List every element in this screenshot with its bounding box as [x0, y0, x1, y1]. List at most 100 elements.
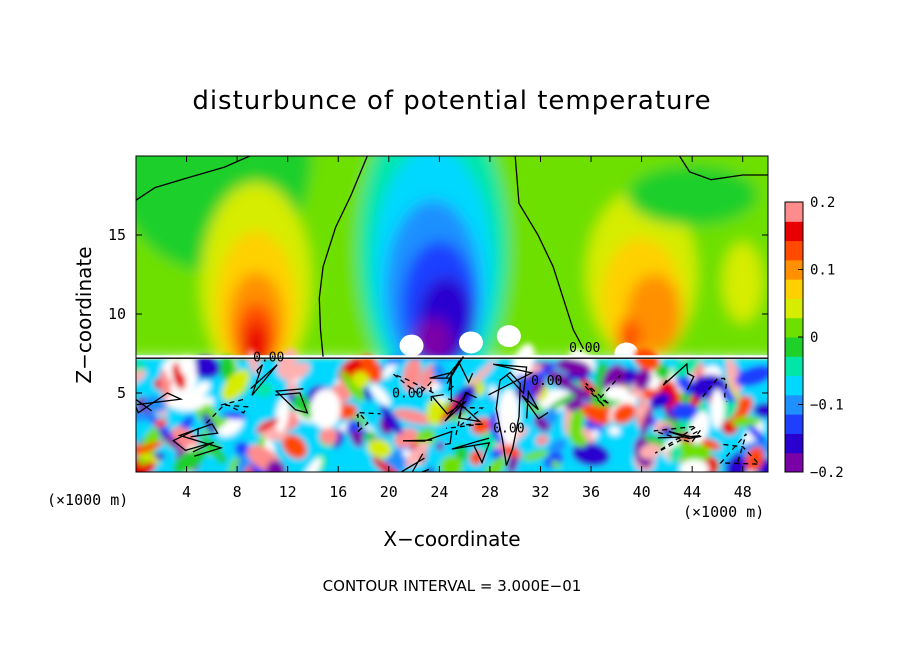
colorbar-swatch: [785, 259, 803, 280]
turbulence-blob: [405, 440, 429, 468]
colorbar-swatch: [785, 202, 803, 222]
turbulence-blob: [556, 358, 592, 375]
turbulence-blob: [303, 457, 322, 472]
turbulence-blob: [563, 381, 593, 401]
turbulence-blob: [402, 358, 422, 392]
turbulence-blob: [550, 460, 562, 469]
white-region: [310, 388, 341, 429]
x-tick-label: 40: [633, 483, 651, 501]
contour-zero-upper-left: [136, 156, 251, 201]
x-unit-label-left: (×1000 m): [47, 491, 129, 509]
contour-turbulent: [431, 391, 469, 422]
turbulence-blob: [548, 439, 566, 455]
contour-turbulent: [402, 430, 453, 446]
turbulence-blob: [393, 408, 432, 425]
turbulence-blob: [523, 363, 556, 388]
turbulence-blob: [136, 451, 161, 464]
contour-zero-right-dome: [514, 156, 585, 350]
inversion-strip: [136, 355, 768, 360]
turbulence-blob: [570, 432, 588, 448]
turbulence-blob: [524, 401, 544, 414]
colorbar-swatch: [785, 356, 803, 377]
turbulence-blob: [591, 429, 599, 438]
contour-turbulent: [177, 423, 224, 457]
x-tick-label: 4: [182, 483, 191, 501]
x-tick-label: 44: [683, 483, 701, 501]
turbulence-blob: [490, 447, 503, 460]
turbulence-blob: [571, 442, 610, 467]
upper-layer: [136, 156, 768, 401]
y-tick-label: 10: [108, 305, 126, 323]
turbulence-blob: [221, 369, 250, 402]
turbulence-blob: [287, 391, 295, 404]
turbulence-blob: [319, 427, 338, 446]
white-region: [166, 390, 207, 411]
contour-turbulent: [451, 437, 491, 465]
turbulence-blob: [612, 403, 636, 424]
turbulence-blob: [468, 360, 496, 388]
contour-turbulent: [205, 398, 249, 424]
colorbar-swatch: [785, 375, 803, 396]
turbulence-blob: [219, 355, 236, 383]
chart-title: disturbunce of potential temperature: [192, 86, 712, 116]
contour-label: 0.00: [253, 350, 284, 365]
turbulence-blob: [136, 441, 164, 456]
turbulence-blob: [479, 431, 497, 452]
contour-turbulent: [521, 389, 549, 420]
turbulence-blob: [725, 450, 750, 472]
turbulence-blob: [351, 371, 370, 389]
contour-interval-note: CONTOUR INTERVAL = 3.000E−01: [322, 577, 582, 595]
x-axis-label: X−coordinate: [383, 527, 521, 551]
colorbar: 0.2 0.1 0 −0.1 −0.2: [784, 195, 844, 481]
turbulence-blob: [179, 356, 197, 377]
white-region: [603, 385, 629, 401]
turbulence-blob: [282, 434, 308, 459]
contour-label: 0.00: [569, 341, 600, 356]
x-tick-label: 20: [380, 483, 398, 501]
turbulence-blob: [363, 431, 377, 441]
contour-turbulent: [250, 364, 278, 396]
white-cap: [458, 331, 483, 354]
contour-lines: [136, 156, 768, 472]
x-tick-label: 16: [329, 483, 347, 501]
turbulence-blob: [202, 412, 216, 435]
turbulence-blob: [631, 381, 645, 401]
turbulence-blob: [379, 405, 403, 435]
turbulence-blob: [416, 428, 436, 448]
turbulence-blob: [435, 441, 444, 451]
contour-label: 0.00: [531, 374, 562, 389]
turbulence-blob: [156, 427, 183, 452]
turbulence-blob: [136, 370, 146, 384]
turbulence-blob: [673, 356, 699, 378]
turbulence-blob: [634, 379, 646, 390]
turbulence-blob: [545, 408, 558, 425]
contour-turbulent: [584, 374, 621, 407]
turbulence-blob: [731, 416, 761, 428]
turbulence-blob: [471, 417, 492, 435]
contour-label: 0.00: [493, 422, 524, 437]
turbulence-blob: [634, 348, 660, 371]
colorbar-swatch: [785, 337, 803, 357]
contour-turbulent: [136, 392, 184, 414]
contour-turbulent: [653, 425, 702, 454]
turbulence-blob: [700, 438, 721, 451]
turbulence-blob: [671, 402, 699, 421]
turbulence-blob: [340, 370, 362, 403]
y-ticks: 5 10 15: [108, 226, 768, 402]
contour-turbulent: [662, 362, 695, 390]
y-tick-label: 5: [117, 384, 126, 402]
colorbar-tick-label: 0.2: [810, 195, 835, 211]
turbulence-blob: [275, 396, 290, 433]
contour-turbulent: [172, 427, 215, 453]
white-cap: [496, 325, 521, 348]
turbulence-blob: [200, 436, 223, 458]
colorbar-swatch: [785, 452, 803, 473]
colorbar-swatch: [785, 221, 803, 242]
turbulence-blob: [367, 438, 392, 459]
white-region: [710, 388, 725, 429]
turbulence-blob: [735, 365, 768, 387]
colorbar-swatch: [785, 317, 803, 338]
turbulence-blob: [602, 364, 626, 393]
turbulence-blob: [216, 453, 227, 464]
